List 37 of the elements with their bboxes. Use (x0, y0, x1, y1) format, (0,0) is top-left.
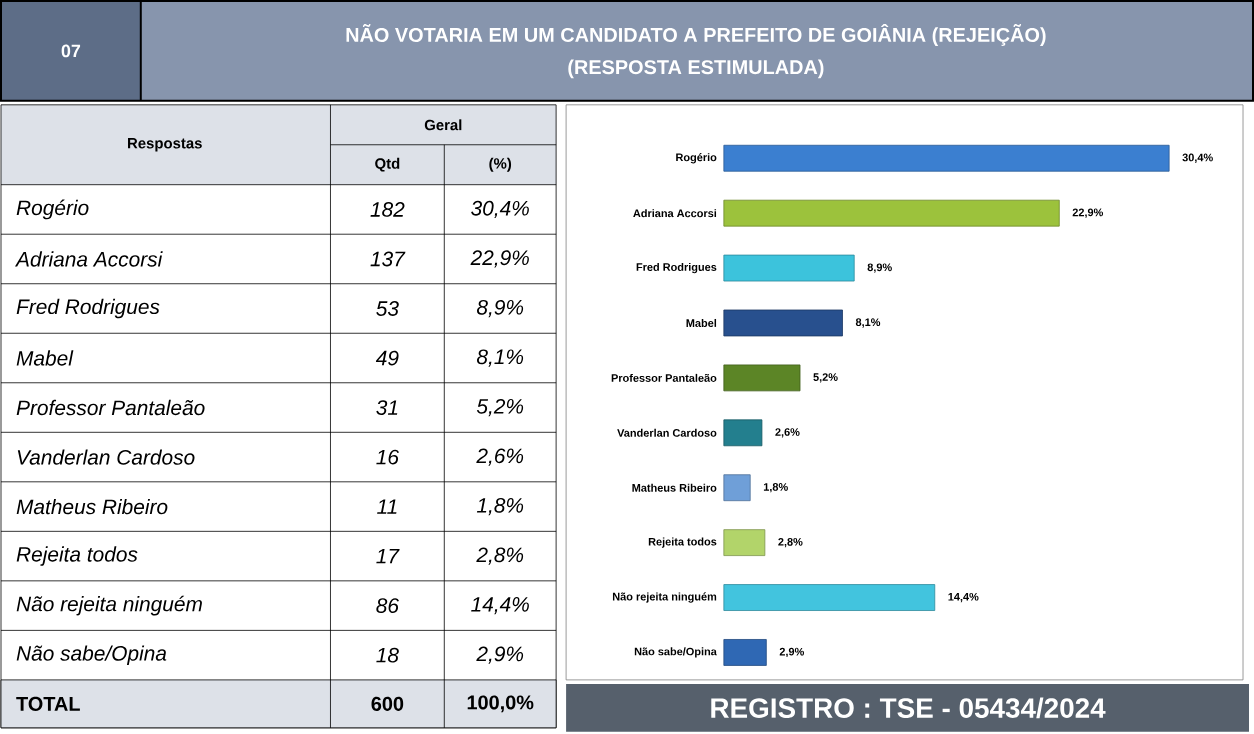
text: 53 (376, 301, 399, 316)
text: 1,8% (476, 498, 524, 516)
text: 2,8% (476, 547, 524, 565)
text: 137 (370, 251, 406, 267)
text: 22,9% (470, 250, 529, 268)
text: 2,6% (476, 448, 524, 466)
category-label: Mabel (16, 350, 74, 366)
category-label: Vanderlan Cardoso (17, 449, 195, 465)
category-label: Rogério (16, 199, 89, 220)
text: 16 (376, 449, 399, 465)
text: 18 (376, 647, 399, 663)
text: 182 (370, 202, 405, 217)
category-label: Não sabe/Opina (16, 645, 167, 665)
text: 600 (371, 696, 404, 711)
category-label: Matheus Ribeiro (16, 499, 168, 515)
text: TOTAL (16, 696, 80, 711)
text: 86 (376, 598, 399, 614)
text: 49 (375, 350, 399, 366)
text: 14,4% (471, 597, 529, 615)
category-label: Rejeita todos (16, 546, 138, 566)
category-label: Adriana Accorsi (15, 251, 163, 267)
text: 11 (377, 499, 397, 514)
text: 8,1% (476, 349, 524, 367)
text: 100,0% (467, 695, 534, 713)
category-label: Não rejeita ninguém (16, 595, 202, 616)
text: 5,2% (476, 399, 524, 417)
text: 8,9% (476, 299, 524, 318)
text: 07 (61, 44, 81, 58)
chart-subtitle: (RESPOSTA ESTIMULADA) (568, 59, 824, 79)
text: 31 (376, 400, 398, 416)
text: 2,9% (476, 646, 524, 664)
category-label: Professor Pantaleão (16, 399, 205, 416)
text: 17 (376, 549, 400, 564)
text: REGISTRO : TSE - 05434/2024 (711, 697, 1106, 719)
chart-title: NÃO VOTARIA EM UM CANDIDATO A PREFEITO DE GOIÂNIA (REJEIÇÃO) (346, 24, 1046, 46)
text: 30,4% (471, 200, 529, 219)
category-label: Fred Rodrigues (16, 298, 160, 319)
